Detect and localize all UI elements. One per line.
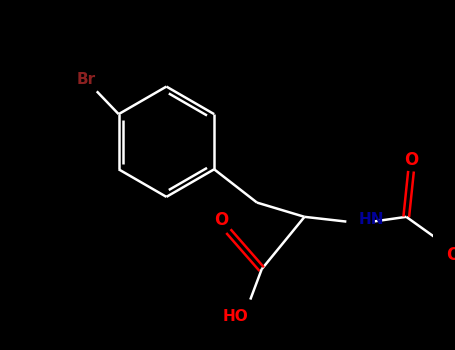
- Text: O: O: [214, 211, 228, 229]
- Text: O: O: [404, 151, 418, 169]
- Text: Br: Br: [77, 72, 96, 88]
- Text: O: O: [446, 246, 455, 264]
- Text: HO: HO: [222, 309, 248, 324]
- Text: HN: HN: [359, 212, 384, 227]
